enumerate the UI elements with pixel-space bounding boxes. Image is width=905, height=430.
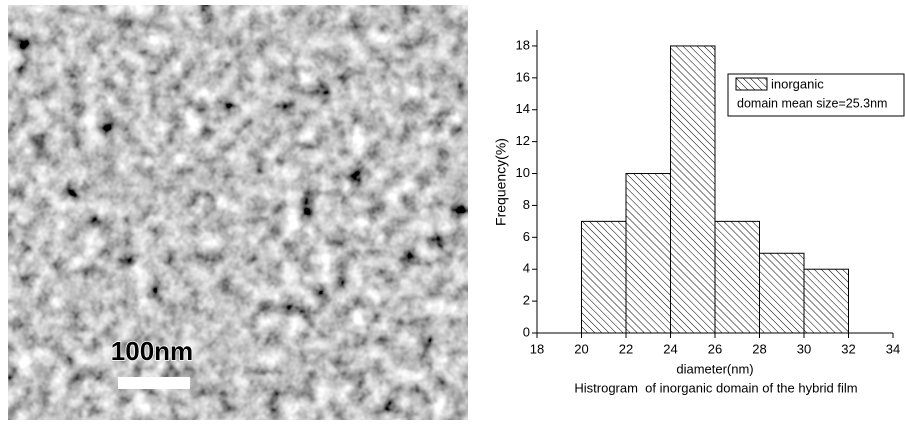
x-axis-title: diameter(nm) [676,361,753,376]
y-tick-label: 12 [516,133,530,148]
y-tick-label: 2 [523,293,530,308]
micrograph: 100nm [8,5,468,420]
bar [714,220,760,334]
bar [759,252,805,334]
x-tick-label: 24 [663,341,677,356]
bar [625,173,671,334]
y-tick-label: 0 [523,324,530,339]
x-tick-label: 20 [574,341,588,356]
bar [581,220,627,334]
y-tick-label: 8 [523,197,530,212]
x-tick-label: 22 [619,341,633,356]
y-tick-label: 14 [516,101,530,116]
legend: inorganic domain mean size=25.3nm [727,73,905,117]
y-tick-label: 4 [523,261,530,276]
legend-label: inorganic [771,76,824,91]
x-tick-label: 26 [708,341,722,356]
y-tick-label: 10 [516,165,530,180]
y-tick-label: 18 [516,37,530,52]
scale-bar [118,377,190,389]
y-tick-label: 16 [516,69,530,84]
annotation: domain mean size=25.3nm [737,96,887,110]
x-tick-label: 34 [886,341,900,356]
legend-swatch [735,77,768,91]
x-tick-label: 32 [841,341,855,356]
caption: Histrogram of inorganic domain of the hy… [574,380,857,395]
y-axis-title: Frequency(%) [493,138,509,226]
x-tick-label: 18 [530,341,544,356]
y-tick-label: 6 [523,229,530,244]
x-tick-label: 28 [752,341,766,356]
micrograph-image [8,5,468,420]
bar [670,45,716,334]
scale-label: 100nm [111,336,193,366]
bar [803,268,849,334]
x-tick-label: 30 [797,341,811,356]
